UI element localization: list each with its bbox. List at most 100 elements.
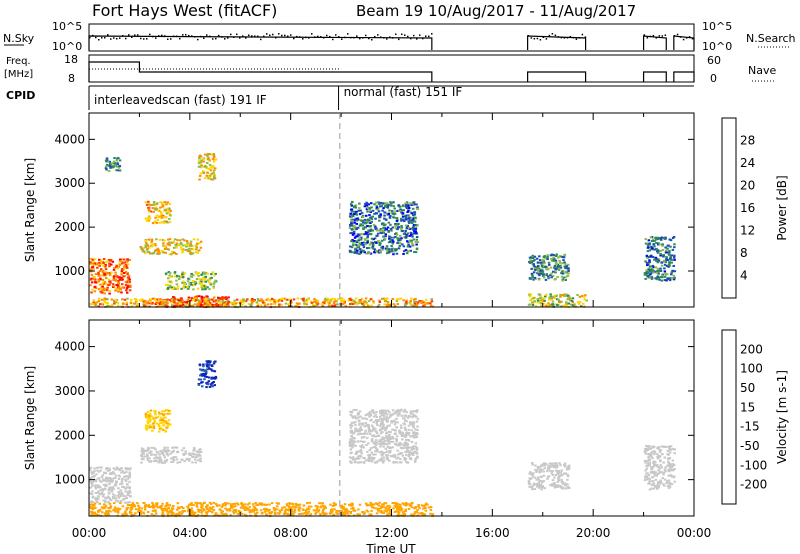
velocity-cell — [386, 450, 389, 453]
power-cell — [105, 157, 109, 160]
power-cell — [413, 300, 416, 303]
power-cell — [170, 298, 174, 301]
velocity-cell — [535, 478, 538, 481]
velocity-cell — [191, 456, 194, 459]
velocity-cell — [382, 427, 385, 430]
power-cell — [165, 203, 168, 206]
velocity-cell — [178, 513, 181, 516]
power-cell — [668, 249, 671, 252]
nsearch-point — [643, 34, 646, 36]
power-cell — [663, 263, 667, 266]
velocity-cell — [89, 492, 92, 495]
velocity-cell — [384, 443, 387, 445]
velocity-cell — [234, 508, 237, 511]
velocity-cell — [378, 440, 381, 443]
velocity-cell — [90, 510, 93, 513]
power-cell — [560, 300, 563, 303]
velocity-cell — [367, 413, 370, 416]
velocity-cell — [388, 505, 392, 508]
velocity-cell — [404, 446, 407, 449]
velocity-cell — [110, 490, 114, 493]
velocity-cell — [368, 411, 372, 414]
power-cell — [422, 304, 425, 307]
power-cell — [186, 242, 189, 245]
power-cell — [412, 216, 416, 219]
velocity-cell — [348, 445, 352, 448]
nsearch-point — [206, 34, 208, 36]
velocity-cell — [333, 508, 336, 511]
power-cell — [549, 274, 552, 277]
power-cell — [650, 268, 653, 271]
power-cell — [167, 243, 170, 246]
velocity-cell — [555, 484, 558, 487]
power-cell — [179, 246, 183, 249]
power-cell — [219, 303, 222, 306]
power-cell — [662, 254, 665, 257]
velocity-cell — [98, 493, 102, 496]
velocity-cell — [367, 454, 370, 457]
velocity-cell — [90, 507, 93, 510]
velocity-cell — [97, 495, 100, 498]
velocity-cell — [412, 415, 415, 418]
power-cell — [545, 268, 548, 271]
power-cell — [204, 165, 208, 168]
power-cell — [359, 223, 362, 226]
power-cell — [410, 212, 413, 215]
velocity-cell — [533, 488, 537, 491]
velocity-cell — [340, 513, 344, 516]
power-cell — [154, 220, 157, 223]
velocity-cell — [388, 509, 391, 512]
power-cell — [331, 297, 334, 300]
velocity-cell — [666, 485, 669, 488]
power-cell — [202, 172, 206, 175]
power-cell — [546, 258, 549, 261]
velocity-cell — [541, 480, 544, 483]
velocity-cell — [146, 459, 150, 461]
velocity-cell — [220, 511, 223, 514]
velocity-cell — [91, 496, 95, 499]
power-cell — [564, 304, 567, 307]
power-cell — [183, 239, 186, 242]
power-cell — [205, 174, 208, 177]
velocity-cell — [106, 511, 110, 514]
velocity-cell — [145, 505, 148, 508]
velocity-cell — [368, 513, 371, 516]
nsearch-point — [146, 38, 148, 40]
velocity-cell — [123, 472, 126, 475]
velocity-cell — [376, 448, 379, 451]
velocity-cell — [369, 501, 372, 504]
power-cell — [578, 301, 582, 303]
velocity-cell — [543, 487, 547, 490]
power-cell — [192, 284, 195, 287]
velocity-cell — [556, 480, 559, 483]
power-cell — [118, 263, 122, 266]
power-cell — [413, 302, 417, 305]
velocity-cell — [335, 509, 338, 512]
power-cell — [161, 216, 164, 219]
velocity-cell — [389, 449, 392, 452]
velocity-cell — [200, 369, 204, 372]
power-cell — [528, 277, 532, 279]
velocity-cell — [389, 438, 392, 441]
velocity-cell — [168, 511, 172, 513]
power-cell — [209, 169, 213, 172]
velocity-cell — [349, 448, 352, 451]
velocity-cell — [186, 505, 189, 508]
power-cell — [563, 293, 566, 296]
velocity-cell — [416, 425, 419, 428]
power-cell — [655, 238, 658, 241]
velocity-cell — [357, 440, 360, 443]
power-cell — [415, 248, 419, 251]
velocity-cell — [409, 453, 412, 455]
velocity-cell — [532, 482, 536, 485]
velocity-cell — [176, 508, 179, 511]
velocity-cell — [366, 450, 369, 453]
power-cell — [539, 296, 542, 299]
power-cell — [209, 166, 213, 169]
velocity-cell — [171, 512, 175, 514]
velocity-cell — [153, 457, 156, 460]
velocity-cell — [120, 482, 124, 485]
power-cell — [529, 293, 533, 296]
power-cell — [381, 247, 385, 250]
velocity-cell — [379, 412, 382, 415]
